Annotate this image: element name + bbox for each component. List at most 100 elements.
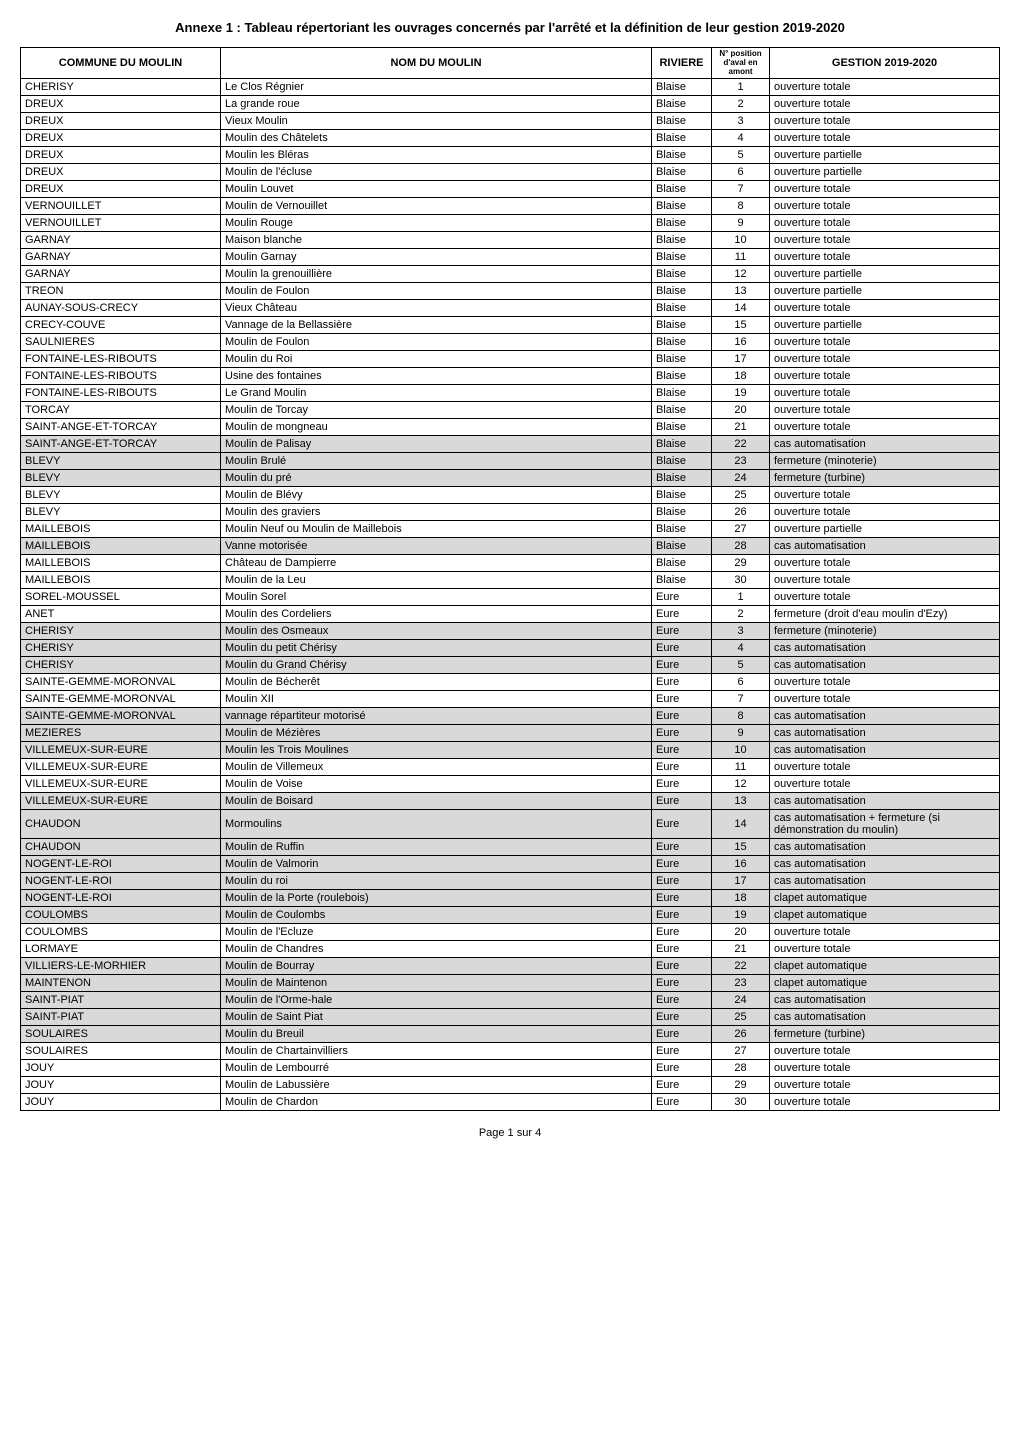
cell-commune: SOULAIRES [21,1043,221,1060]
cell-riviere: Blaise [652,317,712,334]
cell-position: 25 [712,487,770,504]
cell-commune: TORCAY [21,402,221,419]
table-row: SAINT-PIATMoulin de l'Orme-haleEure24cas… [21,992,1000,1009]
cell-position: 29 [712,555,770,572]
cell-riviere: Blaise [652,232,712,249]
cell-nom: Moulin de Palisay [221,436,652,453]
cell-commune: FONTAINE-LES-RIBOUTS [21,368,221,385]
table-row: SAINT-ANGE-ET-TORCAYMoulin de mongneauBl… [21,419,1000,436]
cell-commune: DREUX [21,113,221,130]
cell-commune: JOUY [21,1077,221,1094]
cell-gestion: ouverture totale [770,198,1000,215]
cell-riviere: Blaise [652,453,712,470]
cell-position: 17 [712,873,770,890]
cell-riviere: Eure [652,941,712,958]
cell-commune: CRECY-COUVE [21,317,221,334]
cell-nom: Moulin de l'écluse [221,164,652,181]
cell-riviere: Blaise [652,249,712,266]
cell-position: 23 [712,453,770,470]
cell-nom: Moulin des Cordeliers [221,606,652,623]
cell-commune: SAINT-ANGE-ET-TORCAY [21,419,221,436]
col-riviere: RIVIERE [652,48,712,79]
cell-riviere: Eure [652,708,712,725]
cell-riviere: Eure [652,1060,712,1077]
cell-gestion: ouverture partielle [770,147,1000,164]
table-row: CHAUDONMormoulinsEure14cas automatisatio… [21,810,1000,839]
cell-nom: Moulin de Chartainvilliers [221,1043,652,1060]
cell-commune: VILLEMEUX-SUR-EURE [21,759,221,776]
cell-nom: Moulin Neuf ou Moulin de Maillebois [221,521,652,538]
col-commune: COMMUNE DU MOULIN [21,48,221,79]
cell-position: 6 [712,674,770,691]
cell-nom: Moulin de Blévy [221,487,652,504]
page-title: Annexe 1 : Tableau répertoriant les ouvr… [20,20,1000,35]
cell-nom: vannage répartiteur motorisé [221,708,652,725]
table-row: TREONMoulin de FoulonBlaise13ouverture p… [21,283,1000,300]
col-nom: NOM DU MOULIN [221,48,652,79]
cell-commune: NOGENT-LE-ROI [21,856,221,873]
cell-commune: DREUX [21,147,221,164]
cell-gestion: ouverture totale [770,351,1000,368]
cell-position: 22 [712,958,770,975]
cell-nom: Moulin des Osmeaux [221,623,652,640]
cell-gestion: ouverture totale [770,300,1000,317]
table-row: ANETMoulin des CordeliersEure2fermeture … [21,606,1000,623]
cell-position: 22 [712,436,770,453]
cell-riviere: Eure [652,873,712,890]
cell-position: 3 [712,623,770,640]
cell-gestion: cas automatisation [770,436,1000,453]
table-row: DREUXLa grande roueBlaise2ouverture tota… [21,96,1000,113]
cell-position: 21 [712,941,770,958]
cell-nom: Moulin de Chandres [221,941,652,958]
table-row: BLEVYMoulin BruléBlaise23fermeture (mino… [21,453,1000,470]
table-row: NOGENT-LE-ROIMoulin de ValmorinEure16cas… [21,856,1000,873]
cell-position: 27 [712,1043,770,1060]
table-row: DREUXMoulin LouvetBlaise7ouverture total… [21,181,1000,198]
cell-commune: GARNAY [21,249,221,266]
cell-nom: Moulin du pré [221,470,652,487]
cell-position: 4 [712,640,770,657]
cell-nom: Le Grand Moulin [221,385,652,402]
cell-riviere: Eure [652,992,712,1009]
cell-gestion: ouverture totale [770,691,1000,708]
table-row: MAILLEBOISChâteau de DampierreBlaise29ou… [21,555,1000,572]
cell-position: 3 [712,113,770,130]
cell-commune: CHERISY [21,623,221,640]
cell-position: 4 [712,130,770,147]
cell-commune: LORMAYE [21,941,221,958]
cell-gestion: cas automatisation [770,839,1000,856]
table-row: MAILLEBOISMoulin de la LeuBlaise30ouvert… [21,572,1000,589]
cell-nom: Moulin de Vernouillet [221,198,652,215]
cell-nom: Moulin XII [221,691,652,708]
cell-nom: Moulin de Villemeux [221,759,652,776]
cell-commune: JOUY [21,1094,221,1111]
cell-gestion: ouverture totale [770,1043,1000,1060]
table-row: CRECY-COUVEVannage de la BellassièreBlai… [21,317,1000,334]
cell-gestion: ouverture totale [770,589,1000,606]
cell-position: 24 [712,470,770,487]
cell-nom: Moulin de Boisard [221,793,652,810]
table-row: COULOMBSMoulin de l'EcluzeEure20ouvertur… [21,924,1000,941]
cell-position: 7 [712,181,770,198]
cell-gestion: ouverture totale [770,232,1000,249]
cell-gestion: fermeture (minoterie) [770,623,1000,640]
cell-position: 30 [712,1094,770,1111]
ouvrages-table: COMMUNE DU MOULIN NOM DU MOULIN RIVIERE … [20,47,1000,1111]
cell-gestion: ouverture totale [770,759,1000,776]
cell-gestion: ouverture totale [770,924,1000,941]
cell-nom: Vieux Château [221,300,652,317]
col-position: N° position d'aval en amont [712,48,770,79]
cell-nom: Mormoulins [221,810,652,839]
cell-commune: SAINTE-GEMME-MORONVAL [21,691,221,708]
cell-commune: VILLEMEUX-SUR-EURE [21,793,221,810]
cell-riviere: Blaise [652,266,712,283]
cell-gestion: ouverture totale [770,1094,1000,1111]
cell-commune: SAINTE-GEMME-MORONVAL [21,708,221,725]
cell-riviere: Eure [652,623,712,640]
cell-riviere: Blaise [652,334,712,351]
cell-riviere: Eure [652,640,712,657]
cell-commune: CHERISY [21,657,221,674]
cell-riviere: Eure [652,606,712,623]
table-row: SAINTE-GEMME-MORONVALMoulin de BécherêtE… [21,674,1000,691]
cell-nom: Moulin de Bourray [221,958,652,975]
